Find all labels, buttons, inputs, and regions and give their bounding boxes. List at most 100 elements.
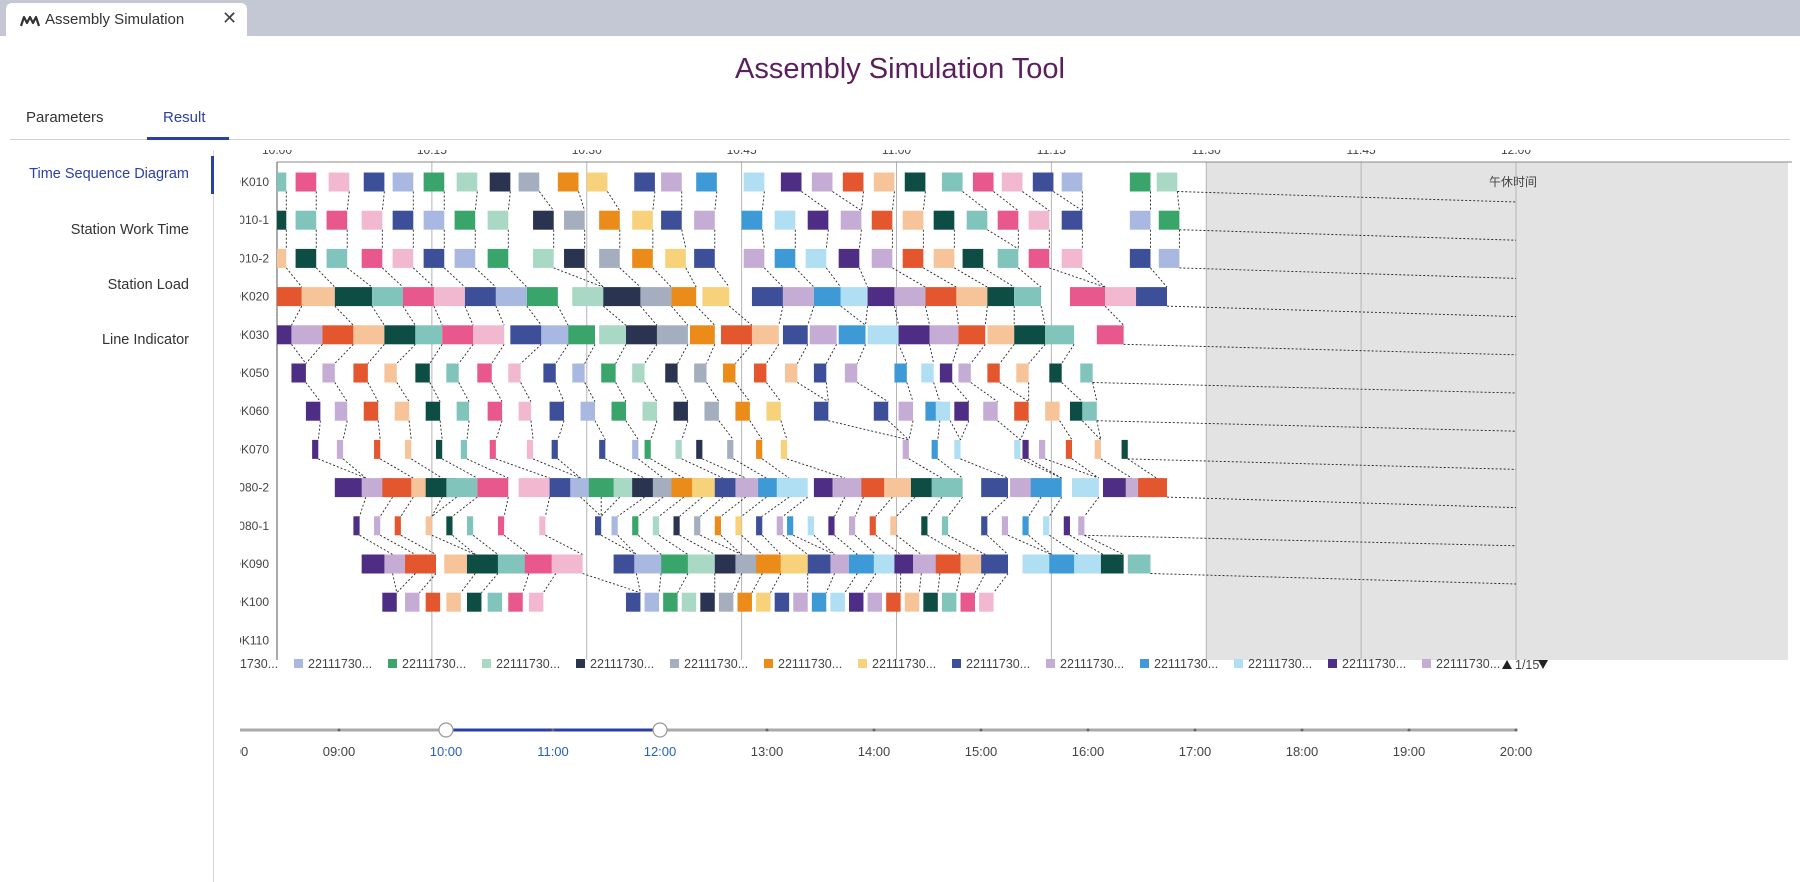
task-bar[interactable] [599,325,626,345]
task-bar[interactable] [277,287,302,307]
task-bar[interactable] [838,248,860,268]
legend-label[interactable]: 22111730... [240,657,278,671]
task-bar[interactable] [632,516,639,536]
task-bar[interactable] [632,210,653,230]
task-bar[interactable] [813,363,827,383]
task-bar[interactable] [586,172,608,192]
legend-swatch[interactable] [670,659,679,668]
task-bar[interactable] [807,210,829,230]
task-bar[interactable] [756,592,771,612]
task-bar[interactable] [931,439,938,459]
task-bar[interactable] [295,248,317,268]
task-bar[interactable] [382,478,414,498]
task-bar[interactable] [902,439,909,459]
time-slider-end-handle[interactable] [652,722,668,738]
task-bar[interactable] [1045,325,1075,345]
task-bar[interactable] [743,248,765,268]
task-bar[interactable] [913,554,940,574]
task-bar[interactable] [981,516,988,536]
nav-time-sequence-diagram[interactable]: Time Sequence Diagram [29,166,189,182]
task-bar[interactable] [632,248,653,268]
legend-swatch[interactable] [294,659,303,668]
task-bar[interactable] [687,554,715,574]
legend-swatch[interactable] [764,659,773,668]
task-bar[interactable] [661,172,682,192]
legend-prev-icon[interactable] [1502,660,1512,669]
task-bar[interactable] [890,516,897,536]
legend-swatch[interactable] [482,659,491,668]
legend-label[interactable]: 22111730... [402,657,466,671]
task-bar[interactable] [743,172,765,192]
task-bar[interactable] [1061,248,1083,268]
task-bar[interactable] [433,287,465,307]
task-bar[interactable] [1129,210,1151,230]
task-bar[interactable] [665,248,686,268]
task-bar[interactable] [1158,248,1180,268]
task-bar[interactable] [644,592,660,612]
task-bar[interactable] [902,248,924,268]
task-bar[interactable] [756,554,781,574]
task-bar[interactable] [776,516,783,536]
task-bar[interactable] [580,401,596,421]
task-bar[interactable] [1061,210,1083,230]
task-bar[interactable] [425,401,441,421]
task-bar[interactable] [661,554,688,574]
task-bar[interactable] [487,401,503,421]
task-bar[interactable] [700,592,715,612]
task-bar[interactable] [353,363,368,383]
nav-station-load[interactable]: Station Load [107,277,189,293]
legend-swatch[interactable] [388,659,397,668]
task-bar[interactable] [784,363,798,383]
task-bar[interactable] [869,516,876,536]
task-bar[interactable] [983,401,998,421]
task-bar[interactable] [1082,401,1097,421]
task-bar[interactable] [1030,478,1062,498]
task-bar[interactable] [873,401,889,421]
task-bar[interactable] [838,325,866,345]
task-bar[interactable] [898,325,930,345]
task-bar[interactable] [477,363,492,383]
task-bar[interactable] [681,592,697,612]
task-bar[interactable] [361,248,383,268]
task-bar[interactable] [322,363,335,383]
task-bar[interactable] [849,516,856,536]
task-bar[interactable] [935,401,951,421]
task-bar[interactable] [551,554,583,574]
task-bar[interactable] [374,439,381,459]
task-bar[interactable] [392,248,414,268]
task-bar[interactable] [774,210,796,230]
task-bar[interactable] [941,172,963,192]
task-bar[interactable] [1001,172,1023,192]
task-bar[interactable] [1121,439,1128,459]
task-bar[interactable] [334,287,372,307]
task-bar[interactable] [894,287,926,307]
task-bar[interactable] [756,439,763,459]
task-bar[interactable] [849,554,876,574]
task-bar[interactable] [813,401,829,421]
task-bar[interactable] [807,516,814,536]
task-bar[interactable] [923,592,938,612]
task-bar[interactable] [613,554,637,574]
legend-label[interactable]: 22111730... [1248,657,1312,671]
legend-swatch[interactable] [952,659,961,668]
task-bar[interactable] [1001,516,1009,536]
task-bar[interactable] [894,363,907,383]
task-bar[interactable] [966,210,988,230]
task-bar[interactable] [557,172,579,192]
task-bar[interactable] [423,210,445,230]
task-bar[interactable] [933,210,955,230]
task-bar[interactable] [813,287,841,307]
task-bar[interactable] [960,592,975,612]
task-bar[interactable] [766,401,781,421]
legend-swatch[interactable] [1422,659,1431,668]
task-bar[interactable] [384,325,416,345]
task-bar[interactable] [541,325,569,345]
task-bar[interactable] [751,325,779,345]
task-bar[interactable] [842,172,864,192]
task-bar[interactable] [1043,516,1050,536]
task-bar[interactable] [954,401,969,421]
legend-label[interactable]: 22111730... [496,657,560,671]
task-bar[interactable] [446,592,461,612]
task-bar[interactable] [1096,325,1124,345]
task-bar[interactable] [782,287,814,307]
